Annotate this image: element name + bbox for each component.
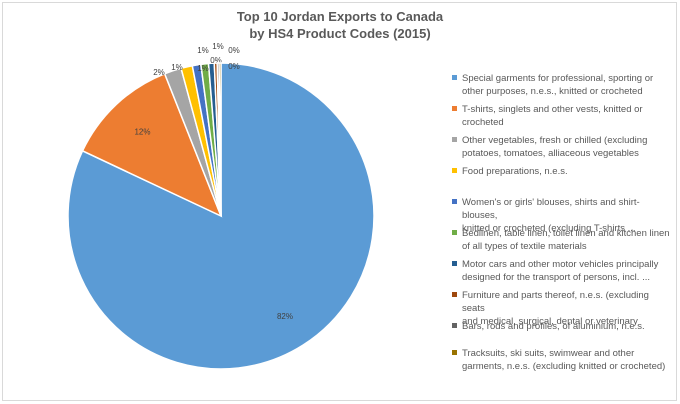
slice-percent-label: 12%: [134, 127, 150, 136]
legend-swatch: [452, 106, 457, 111]
legend-label-line: potatoes, tomatoes, alliaceous vegetable…: [462, 148, 639, 159]
chart-title-line-1: Top 10 Jordan Exports to Canada: [236, 9, 444, 24]
chart-title-line-2: by HS4 Product Codes (2015): [249, 26, 431, 41]
pie-slice: [218, 62, 222, 217]
slice-percent-label: 1%: [197, 64, 209, 73]
legend-label: Bars, rods and profiles, of aluminium, n…: [462, 320, 674, 333]
legend-swatch: [452, 168, 457, 173]
legend-swatch: [452, 350, 457, 355]
legend-swatch: [452, 199, 457, 204]
legend-label-line: crocheted: [462, 117, 504, 128]
legend-label-line: Special garments for professional, sport…: [462, 73, 654, 84]
legend-label: Motor cars and other motor vehicles prin…: [462, 258, 674, 284]
legend-label: Special garments for professional, sport…: [462, 72, 674, 98]
legend-label-line: of all types of textile materials: [462, 241, 587, 252]
chart-title: Top 10 Jordan Exports to Canada by HS4 P…: [0, 8, 680, 42]
pie-slice: [81, 72, 223, 218]
slice-percent-label: 0%: [228, 46, 240, 55]
legend-label: Bedlinen, table linen, toilet linen and …: [462, 227, 674, 253]
legend-label-line: Bars, rods and profiles, of aluminium, n…: [462, 321, 645, 332]
legend-label: Other vegetables, fresh or chilled (excl…: [462, 134, 674, 160]
legend-label: T-shirts, singlets and other vests, knit…: [462, 103, 674, 129]
legend-label-line: garments, n.e.s. (excluding knitted or c…: [462, 361, 666, 372]
legend-label-line: designed for the transport of persons, i…: [462, 272, 650, 283]
legend-label-line: T-shirts, singlets and other vests, knit…: [462, 104, 643, 115]
legend-label-line: Motor cars and other motor vehicles prin…: [462, 259, 659, 270]
legend-swatch: [452, 323, 457, 328]
slice-percent-label: 82%: [277, 312, 293, 321]
slice-percent-label: 1%: [171, 63, 183, 72]
legend-label-line: and medical, surgical, dental or veterin…: [462, 316, 638, 327]
slice-percent-label: 2%: [153, 68, 165, 77]
legend-label: Women's or girls' blouses, shirts and sh…: [462, 196, 674, 235]
legend-swatch: [452, 230, 457, 235]
slice-percent-label: 1%: [212, 42, 224, 51]
legend-label: Tracksuits, ski suits, swimwear and othe…: [462, 347, 674, 373]
legend-label-line: Bedlinen, table linen, toilet linen and …: [462, 228, 670, 239]
slice-percent-label: 1%: [197, 46, 209, 55]
slice-percent-label: 0%: [210, 56, 222, 65]
legend-swatch: [452, 137, 457, 142]
legend-label-line: Furniture and parts thereof, n.e.s. (exc…: [462, 290, 649, 314]
legend-swatch: [452, 292, 457, 297]
legend-label-line: knitted or crocheted (excluding T-shirts…: [462, 223, 636, 234]
legend-label-line: other purposes, n.e.s., knitted or croch…: [462, 86, 643, 97]
legend-label: Furniture and parts thereof, n.e.s. (exc…: [462, 289, 674, 328]
legend-swatch: [452, 75, 457, 80]
legend-label-line: Food preparations, n.e.s.: [462, 166, 568, 177]
legend-swatch: [452, 261, 457, 266]
legend-label: Food preparations, n.e.s.: [462, 165, 674, 178]
legend-label-line: Women's or girls' blouses, shirts and sh…: [462, 197, 640, 221]
legend-label-line: Tracksuits, ski suits, swimwear and othe…: [462, 348, 635, 359]
slice-percent-label: 0%: [228, 62, 240, 71]
legend-label-line: Other vegetables, fresh or chilled (excl…: [462, 135, 648, 146]
